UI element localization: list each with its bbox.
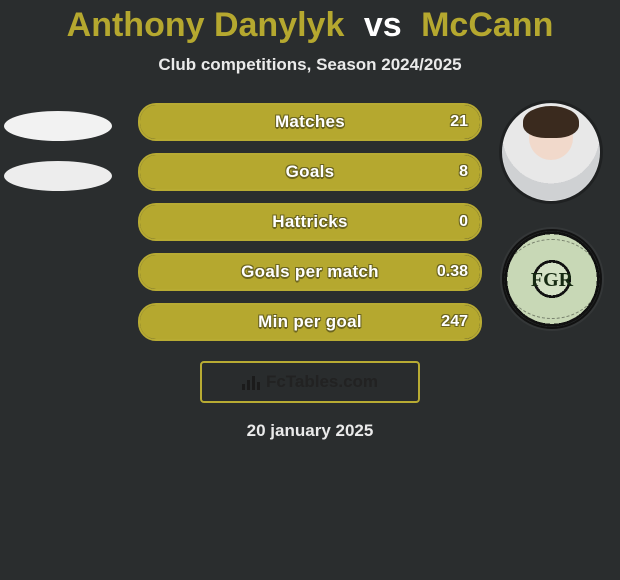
stat-label: Hattricks	[140, 205, 480, 239]
stat-label: Goals per match	[140, 255, 480, 289]
player1-name: Anthony Danylyk	[67, 6, 345, 44]
stat-row: 0.38Goals per match	[138, 253, 482, 291]
right-player-column	[502, 103, 602, 329]
stat-row: 247Min per goal	[138, 303, 482, 341]
subtitle: Club competitions, Season 2024/2025	[0, 55, 620, 75]
player2-name: McCann	[421, 6, 553, 44]
main-content: 21Matches 8Goals 0Hattricks 0.38Goals per m…	[0, 103, 620, 343]
stats-bars: 21Matches 8Goals 0Hattricks 0.38Goals per m…	[138, 103, 482, 353]
player1-avatar-placeholder	[4, 111, 112, 141]
player2-avatar	[502, 103, 600, 201]
player2-club-badge	[502, 229, 602, 329]
infographic-root: Anthony Danylyk vs McCann Club competiti…	[0, 0, 620, 580]
date-text: 20 january 2025	[0, 421, 620, 441]
stat-label: Min per goal	[140, 305, 480, 339]
player1-club-placeholder	[4, 161, 112, 191]
stat-label: Matches	[140, 105, 480, 139]
brand-text: FcTables.com	[266, 372, 378, 392]
vs-separator: vs	[364, 6, 402, 44]
page-title: Anthony Danylyk vs McCann	[0, 0, 620, 45]
left-player-column	[4, 103, 124, 191]
stat-label: Goals	[140, 155, 480, 189]
stat-row: 0Hattricks	[138, 203, 482, 241]
brand-box[interactable]: FcTables.com	[200, 361, 420, 403]
stat-row: 21Matches	[138, 103, 482, 141]
stat-row: 8Goals	[138, 153, 482, 191]
chart-icon	[242, 374, 260, 390]
